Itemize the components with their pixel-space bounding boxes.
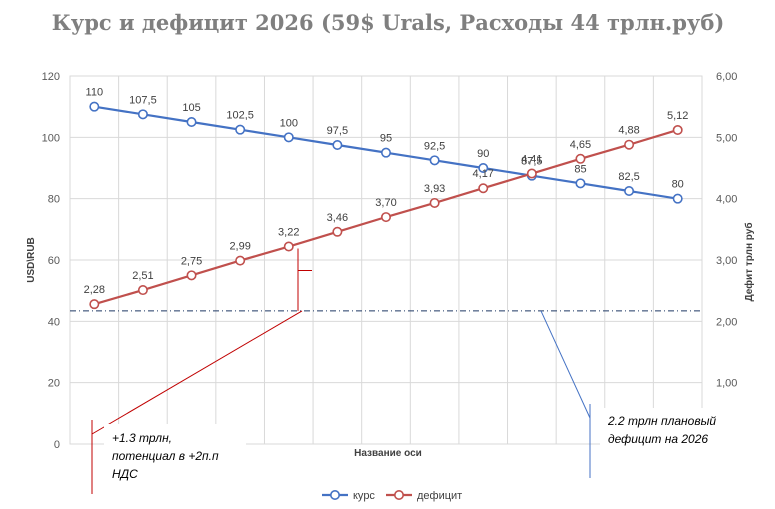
data-label-курс: 110 (86, 87, 104, 99)
annotation-text: дефицит на 2026 (608, 432, 708, 446)
data-point-дефицит (575, 153, 586, 164)
annotation-text: потенциал в +2п.п (112, 449, 219, 463)
annotation-text: +1.3 трлн, (112, 431, 172, 445)
data-label-дефицит: 4,65 (570, 139, 591, 151)
y-right-tick-label: 3,00 (716, 255, 737, 267)
data-point-курс (235, 124, 246, 135)
data-point-дефицит (283, 241, 294, 252)
data-point-курс (429, 155, 440, 166)
data-label-дефицит: 2,28 (84, 284, 105, 296)
y-left-tick-label: 120 (42, 71, 60, 83)
annotation-connectors (91, 248, 591, 494)
data-point-курс (89, 101, 100, 112)
data-point-дефицит (478, 183, 489, 194)
data-point-дефицит (380, 212, 391, 223)
y-axis-right-title: Дефит трлн руб (743, 222, 755, 301)
data-label-курс: 80 (672, 179, 684, 191)
data-label-дефицит: 3,46 (327, 212, 348, 224)
y-right-tick-label: 4,00 (716, 194, 737, 206)
x-axis-title: Название оси (354, 448, 422, 459)
data-point-курс (283, 132, 294, 143)
data-point-дефицит (429, 197, 440, 208)
data-label-дефицит: 3,70 (375, 197, 396, 209)
y-left-tick-label: 80 (48, 194, 60, 206)
data-label-дефицит: 4,17 (473, 168, 494, 180)
data-point-курс (137, 109, 148, 120)
legend-label-дефицит: дефицит (417, 490, 462, 502)
series-group (89, 101, 683, 310)
data-point-курс (332, 140, 343, 151)
y-right-tick-label: 6,00 (716, 71, 737, 83)
data-label-дефицит: 3,22 (278, 227, 299, 239)
y-right-tick-label: 2,00 (716, 316, 737, 328)
annotation-box (600, 408, 740, 452)
data-point-курс (672, 193, 683, 204)
data-label-курс: 82,5 (618, 171, 639, 183)
data-labels: 110 107,5 105 102,5 100 97,5 95 92,5 90 87,5 85 82,… (84, 87, 689, 296)
data-label-дефицит: 3,93 (424, 183, 445, 195)
data-label-курс: 105 (182, 102, 200, 114)
data-point-курс (624, 186, 635, 197)
annotation-text: НДС (112, 467, 138, 481)
y-left-tick-label: 40 (48, 316, 60, 328)
data-label-курс: 85 (574, 163, 586, 175)
annotation-left-connector (91, 310, 303, 435)
data-label-курс: 90 (477, 148, 489, 160)
data-point-курс (186, 117, 197, 128)
data-label-курс: 95 (380, 133, 392, 145)
data-label-дефицит: 2,75 (181, 255, 202, 267)
data-label-курс: 107,5 (129, 94, 157, 106)
y-axis-left-title: USD\RUB (26, 237, 37, 283)
data-label-курс: 100 (280, 117, 298, 129)
data-point-курс (380, 147, 391, 158)
y-right-tick-label: 5,00 (716, 132, 737, 144)
legend: курс дефицит (322, 489, 462, 502)
grid (69, 75, 703, 445)
data-point-курс (478, 163, 489, 174)
legend-marker-курс (329, 489, 340, 500)
axis-ticks: 0 20 40 60 80 100 120 1,00 2,00 3,00 4,00 5,00 6,00 (42, 71, 738, 451)
data-point-курс (575, 178, 586, 189)
data-point-дефицит (332, 226, 343, 237)
data-label-курс: 97,5 (327, 125, 348, 137)
data-point-дефицит (672, 124, 683, 135)
y-left-tick-label: 100 (42, 132, 60, 144)
data-point-дефицит (89, 299, 100, 310)
data-label-дефицит: 4,88 (618, 125, 639, 137)
annotation-text: 2.2 трлн плановый (607, 414, 716, 428)
legend-marker-дефицит (393, 489, 404, 500)
annotation-box (104, 424, 246, 486)
annotations: +1.3 трлн, потенциал в +2п.п НДС 2.2 трлн п… (104, 408, 740, 486)
legend-label-курс: курс (353, 490, 375, 502)
data-label-дефицит: 4,41 (521, 154, 542, 166)
y-left-tick-label: 60 (48, 255, 60, 267)
annotation-right-connector (540, 310, 591, 419)
y-left-tick-label: 0 (54, 439, 60, 451)
data-point-дефицит (624, 139, 635, 150)
data-label-курс: 102,5 (226, 110, 254, 122)
data-label-курс: 92,5 (424, 140, 445, 152)
data-label-дефицит: 5,12 (667, 110, 688, 122)
data-point-дефицит (235, 255, 246, 266)
y-left-tick-label: 20 (48, 378, 60, 390)
data-label-дефицит: 2,51 (132, 270, 153, 282)
data-point-дефицит (137, 285, 148, 296)
data-label-курс: 87,5 (521, 156, 542, 168)
data-label-дефицит: 2,99 (229, 241, 250, 253)
chart-title: Курс и дефицит 2026 (59$ Urals, Расходы … (52, 10, 725, 35)
data-point-дефицит (526, 168, 537, 179)
y-right-tick-label: 1,00 (716, 378, 737, 390)
data-point-дефицит (186, 270, 197, 281)
